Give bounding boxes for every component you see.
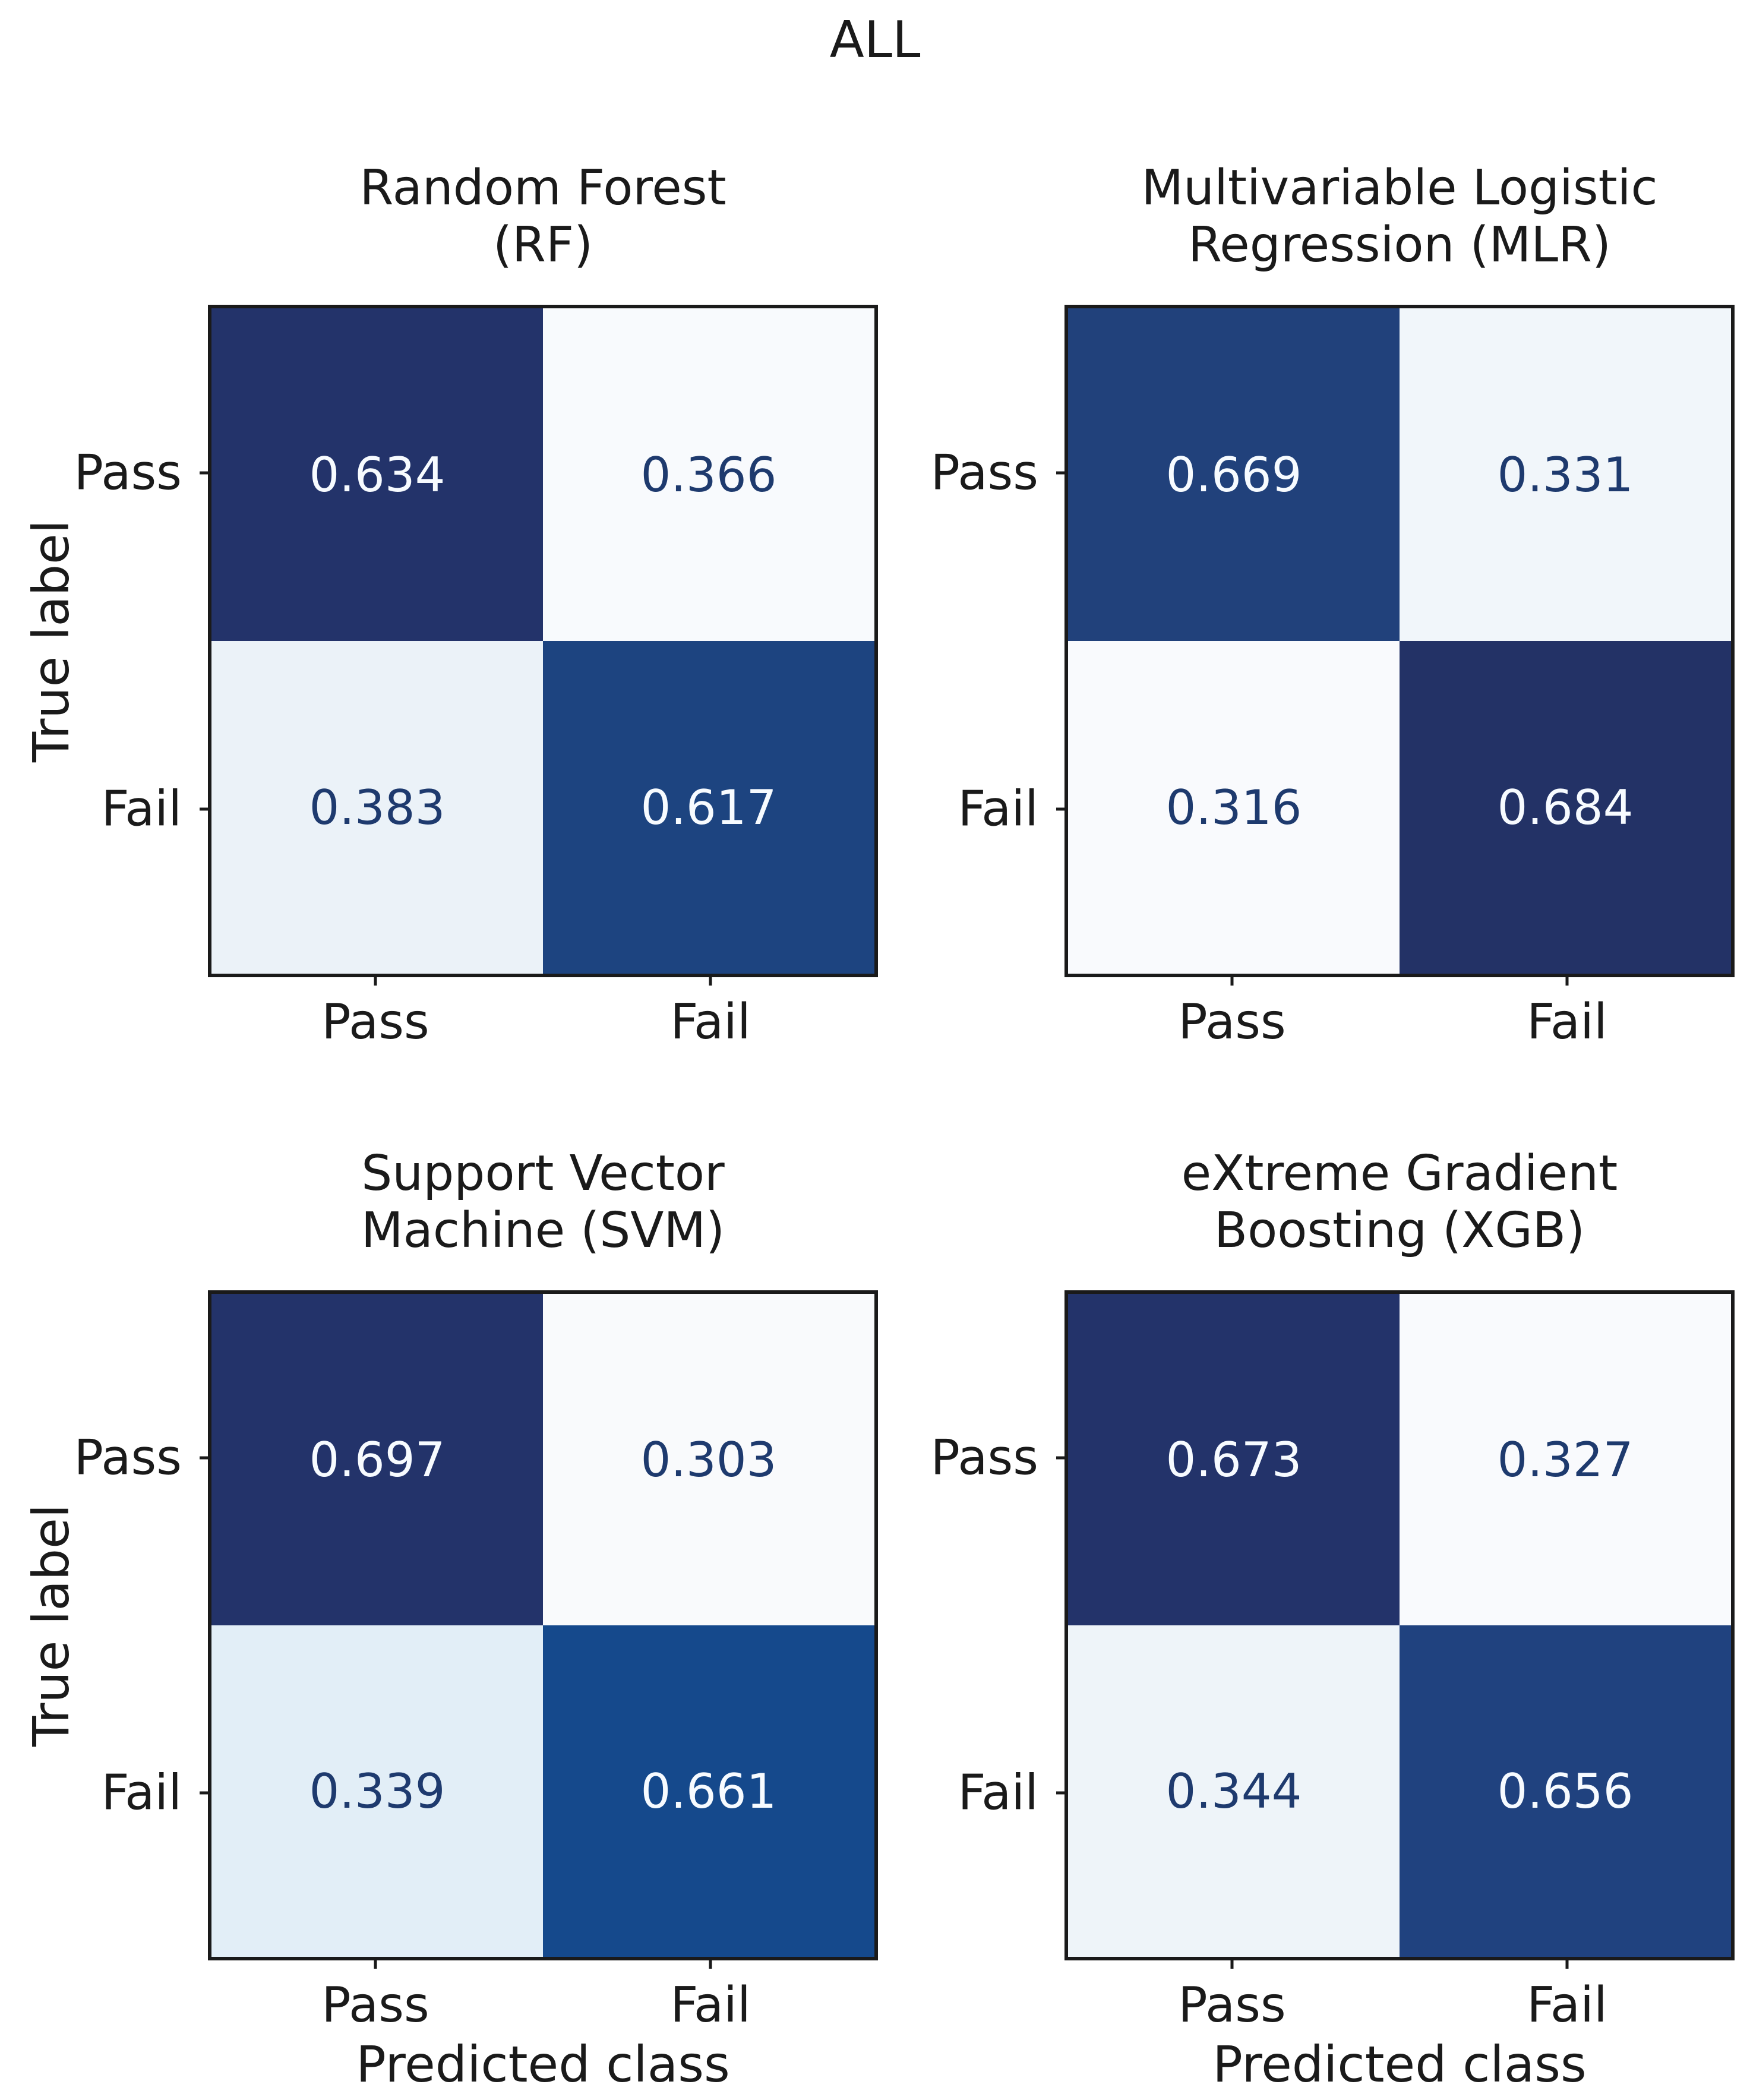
x-tick-mark <box>1565 977 1569 986</box>
y-tick-label-fail: Fail <box>958 1764 1038 1821</box>
confusion-matrix-xgb: 0.673 0.327 0.344 0.656 <box>1064 1290 1735 1960</box>
matrix-cell-true-fail-pred-fail: 0.656 <box>1400 1625 1731 1957</box>
y-tick-label-fail: Fail <box>958 781 1038 838</box>
cell-value: 0.339 <box>309 1763 446 1819</box>
x-tick-label-fail: Fail <box>1527 1977 1607 2033</box>
x-tick-mark <box>1565 1960 1569 1969</box>
matrix-cell-true-pass-pred-pass: 0.673 <box>1068 1294 1400 1625</box>
x-axis-label: Predicted class <box>1212 2035 1587 2093</box>
panel-title-svm: Support Vector Machine (SVM) <box>137 1145 949 1259</box>
y-tick-label-fail: Fail <box>101 1764 182 1821</box>
x-tick-label-fail: Fail <box>1527 994 1607 1050</box>
panel-title-line1: Random Forest <box>359 160 726 217</box>
panel-random-forest: Random Forest (RF) 0.634 0.366 0.383 0.6… <box>22 160 878 1050</box>
y-tick-mark <box>200 1456 208 1460</box>
cell-value: 0.634 <box>309 447 446 503</box>
y-tick-label-pass: Pass <box>930 444 1038 501</box>
panel-title-line1: Multivariable Logistic <box>1141 160 1658 217</box>
y-tick-label-pass: Pass <box>74 1429 182 1486</box>
cell-value: 0.327 <box>1497 1432 1634 1488</box>
panel-title-rf: Random Forest (RF) <box>137 160 949 274</box>
panel-title-line2: Boosting (XGB) <box>1214 1202 1585 1259</box>
y-axis-label: True label <box>21 519 80 763</box>
matrix-cell-true-fail-pred-pass: 0.383 <box>211 641 543 974</box>
cell-value: 0.669 <box>1165 447 1302 503</box>
panel-title-line2: Regression (MLR) <box>1188 217 1611 274</box>
x-tick-mark <box>1230 977 1234 986</box>
y-tick-mark <box>1056 807 1064 811</box>
y-tick-mark <box>1056 471 1064 475</box>
x-tick-label-fail: Fail <box>670 1977 751 2033</box>
cell-value: 0.303 <box>640 1432 777 1488</box>
cell-value: 0.697 <box>309 1432 446 1488</box>
matrix-cell-true-fail-pred-fail: 0.684 <box>1400 641 1731 974</box>
confusion-matrix-svm: 0.697 0.303 0.339 0.661 <box>208 1290 878 1960</box>
cell-value: 0.684 <box>1497 779 1634 835</box>
y-tick-mark <box>1056 1456 1064 1460</box>
panel-title-line2: (RF) <box>492 217 593 274</box>
confusion-matrix-mlr: 0.669 0.331 0.316 0.684 <box>1064 305 1735 977</box>
matrix-cell-true-pass-pred-pass: 0.669 <box>1068 308 1400 641</box>
panel-title-mlr: Multivariable Logistic Regression (MLR) <box>993 160 1750 274</box>
y-tick-label-pass: Pass <box>930 1429 1038 1486</box>
x-axis-label: Predicted class <box>356 2035 730 2093</box>
x-tick-label-pass: Pass <box>321 994 429 1050</box>
matrix-cell-true-pass-pred-fail: 0.303 <box>543 1294 874 1625</box>
x-tick-label-pass: Pass <box>1178 994 1286 1050</box>
cell-value: 0.661 <box>640 1763 777 1819</box>
x-tick-mark <box>1230 1960 1234 1969</box>
confusion-matrix-rf: 0.634 0.366 0.383 0.617 <box>208 305 878 977</box>
x-tick-label-pass: Pass <box>321 1977 429 2033</box>
y-tick-label-pass: Pass <box>74 444 182 501</box>
x-tick-label-fail: Fail <box>670 994 751 1050</box>
matrix-cell-true-pass-pred-fail: 0.327 <box>1400 1294 1731 1625</box>
panel-extreme-gradient-boosting: eXtreme Gradient Boosting (XGB) 0.673 0.… <box>931 1145 1735 2093</box>
panel-support-vector-machine: Support Vector Machine (SVM) 0.697 0.303… <box>22 1145 878 2093</box>
cell-value: 0.316 <box>1165 779 1302 835</box>
cell-value: 0.656 <box>1497 1763 1634 1819</box>
cell-value: 0.331 <box>1497 447 1634 503</box>
matrix-cell-true-pass-pred-pass: 0.697 <box>211 1294 543 1625</box>
y-tick-mark <box>200 1791 208 1795</box>
panel-title-line2: Machine (SVM) <box>361 1202 725 1259</box>
cell-value: 0.673 <box>1165 1432 1302 1488</box>
x-tick-mark <box>374 1960 377 1969</box>
panel-title-xgb: eXtreme Gradient Boosting (XGB) <box>993 1145 1750 1259</box>
cell-value: 0.366 <box>640 447 777 503</box>
matrix-cell-true-fail-pred-pass: 0.316 <box>1068 641 1400 974</box>
matrix-cell-true-fail-pred-fail: 0.661 <box>543 1625 874 1957</box>
matrix-cell-true-pass-pred-fail: 0.366 <box>543 308 874 641</box>
panel-title-line1: eXtreme Gradient <box>1181 1145 1618 1202</box>
panel-multivariable-logistic-regression: Multivariable Logistic Regression (MLR) … <box>931 160 1735 1050</box>
panel-title-line1: Support Vector <box>361 1145 725 1202</box>
x-tick-mark <box>709 977 712 986</box>
cell-value: 0.617 <box>640 779 777 835</box>
x-tick-label-pass: Pass <box>1178 1977 1286 2033</box>
y-tick-mark <box>200 471 208 475</box>
matrix-cell-true-fail-pred-fail: 0.617 <box>543 641 874 974</box>
y-tick-mark <box>200 807 208 811</box>
x-tick-mark <box>709 1960 712 1969</box>
matrix-cell-true-fail-pred-pass: 0.344 <box>1068 1625 1400 1957</box>
matrix-cell-true-fail-pred-pass: 0.339 <box>211 1625 543 1957</box>
matrix-cell-true-pass-pred-pass: 0.634 <box>211 308 543 641</box>
y-axis-label: True label <box>21 1504 80 1747</box>
y-tick-label-fail: Fail <box>101 781 182 838</box>
x-tick-mark <box>374 977 377 986</box>
matrix-cell-true-pass-pred-fail: 0.331 <box>1400 308 1731 641</box>
cell-value: 0.344 <box>1165 1763 1302 1819</box>
cell-value: 0.383 <box>309 779 446 835</box>
figure-title: ALL <box>829 11 921 70</box>
y-tick-mark <box>1056 1791 1064 1795</box>
